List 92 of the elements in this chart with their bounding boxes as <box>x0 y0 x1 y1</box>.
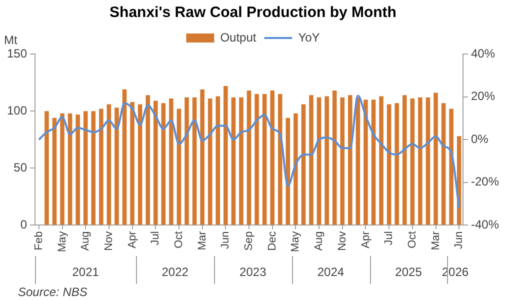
bar <box>176 108 182 225</box>
bar <box>224 86 228 225</box>
bar <box>294 113 298 225</box>
x-tick-label: Feb <box>32 231 45 250</box>
x-tick-label: Nov <box>336 230 348 251</box>
y2-tick-label: 20% <box>470 89 496 104</box>
bar <box>68 113 72 225</box>
x-tick-label: Nov <box>102 230 115 251</box>
legend-label: Output <box>220 30 257 44</box>
bar <box>106 104 112 225</box>
bar <box>364 100 368 225</box>
x-tick-label: Jun <box>453 231 466 249</box>
bar <box>239 97 244 225</box>
bar <box>200 89 204 225</box>
bar <box>122 89 127 225</box>
text: 2026 <box>442 265 469 279</box>
bar <box>348 95 352 225</box>
x-tick-label: Aug <box>80 231 92 251</box>
bar <box>309 95 314 225</box>
bar <box>410 98 415 225</box>
x-tick-label: Mar <box>430 230 442 250</box>
bar <box>184 97 189 225</box>
bar <box>192 97 197 225</box>
bar <box>153 100 158 225</box>
y2-tick-label: 40% <box>470 46 496 60</box>
x-tick-label: May <box>56 230 68 252</box>
x-tick-label: Oct <box>173 231 186 248</box>
y2-tick-label: -40% <box>470 218 500 232</box>
text: 2023 <box>240 265 267 279</box>
bar <box>356 97 360 225</box>
text: 2021 <box>72 265 100 279</box>
bar <box>254 94 259 225</box>
bar <box>44 111 49 225</box>
x-tick-label: Jul <box>150 231 162 246</box>
text: 2024 <box>317 265 344 279</box>
bar <box>138 104 142 225</box>
bar <box>169 98 174 225</box>
x-tick-label: May <box>290 230 302 252</box>
bar <box>91 111 96 225</box>
bar <box>402 95 407 225</box>
bar <box>340 97 345 225</box>
bar <box>99 108 104 225</box>
bar <box>216 96 220 225</box>
chart-title: Shanxi's Raw Coal Production by Month <box>110 4 396 22</box>
x-tick-label: Jul <box>383 231 396 246</box>
x-tick-label: Sep <box>243 231 256 251</box>
bar <box>60 113 64 225</box>
line-series <box>38 94 460 210</box>
bar <box>324 96 329 225</box>
y-tick-label: 50 <box>14 160 28 174</box>
bar <box>426 97 430 225</box>
x-tick-label: Dec <box>266 230 278 251</box>
y2-tick-label: 0% <box>470 132 489 146</box>
y2-tick-label: -20% <box>470 174 500 189</box>
bar <box>52 118 57 225</box>
x-tick-label: Apr <box>126 230 138 248</box>
bar <box>161 103 166 225</box>
x-tick-label: Aug <box>313 231 326 251</box>
bar <box>231 97 236 225</box>
bar <box>146 95 150 225</box>
source-note: Source: NBS <box>18 285 88 299</box>
bar <box>130 102 134 225</box>
bar <box>371 100 376 225</box>
bar <box>278 94 282 225</box>
y-tick-label: 100 <box>6 103 28 118</box>
bar <box>449 108 454 225</box>
x-tick-label: Jun <box>220 231 232 249</box>
bar <box>434 92 438 225</box>
bar <box>418 97 422 225</box>
bar <box>208 98 212 225</box>
x-tick-label: Oct <box>406 231 418 248</box>
bar <box>262 94 267 225</box>
bar <box>246 90 252 225</box>
y-tick-label: 0 <box>20 218 28 232</box>
bar <box>441 103 446 225</box>
bar <box>301 104 306 225</box>
bar <box>270 90 274 225</box>
bar <box>379 96 384 225</box>
bar <box>332 90 337 225</box>
x-tick-label: Mar <box>196 230 208 250</box>
legend-label: YoY <box>298 30 320 44</box>
text: 2022 <box>162 265 189 279</box>
y-axis-title: Mt <box>4 33 18 47</box>
x-tick-label: Apr <box>360 230 372 248</box>
bar <box>394 103 399 225</box>
y-tick-label: 150 <box>6 46 28 60</box>
bar <box>386 104 392 225</box>
bar <box>83 111 88 225</box>
bar <box>76 114 80 225</box>
text: 2025 <box>395 265 422 279</box>
bar <box>316 97 322 225</box>
bar <box>114 108 119 225</box>
